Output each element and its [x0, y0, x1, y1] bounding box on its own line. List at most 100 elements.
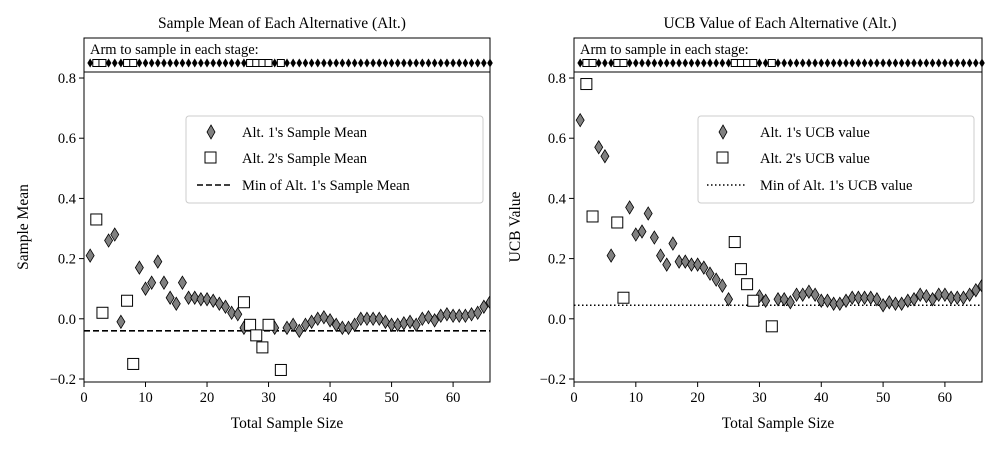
right-alt1-point — [594, 139, 604, 155]
right-strip-arm1-marker — [639, 58, 645, 68]
right-alt1-point — [847, 290, 857, 305]
right-strip-arm1-marker — [818, 58, 825, 68]
left-alt2-point — [127, 357, 140, 370]
right-strip-arm1-marker — [867, 58, 874, 68]
left-strip-arm1-marker — [388, 58, 395, 68]
right-strip-arm1-marker — [954, 58, 961, 68]
left-strip-arm1-marker — [185, 58, 192, 68]
right-alt1-point — [705, 266, 715, 281]
right-alt1-point — [946, 290, 956, 305]
right-alt2-point — [765, 320, 778, 333]
right-alt1-point — [915, 287, 925, 302]
right-strip-arm1-marker — [713, 58, 720, 68]
right-alt1-point — [934, 287, 944, 302]
right-alt2-point — [586, 210, 599, 223]
left-strip-arm1-marker — [210, 58, 217, 68]
right-alt1-point — [785, 294, 795, 310]
left-legend-series1: Alt. 1's Sample Mean — [242, 125, 368, 141]
left-strip-arm1-marker — [148, 58, 155, 68]
left-alt2-point — [96, 306, 109, 319]
left-strip-arm1-marker — [302, 58, 309, 68]
left-alt1-point — [325, 313, 335, 328]
left-strip-arm1-marker — [407, 58, 413, 68]
right-alt1-point — [643, 206, 653, 221]
legend-square-marker — [204, 151, 217, 164]
right-alt2-point — [728, 236, 741, 249]
left-strip-arm2-marker — [276, 59, 285, 67]
left-ytick-label: 0.2 — [58, 252, 76, 268]
right-alt1-point — [674, 254, 684, 269]
left-strip-arm1-marker — [462, 58, 469, 68]
right-alt1-point — [816, 293, 826, 309]
right-alt1-point — [909, 291, 919, 307]
right-strip-arm1-marker — [645, 58, 652, 68]
right-strip-arm1-marker — [948, 58, 954, 68]
right-legend-min-line: Min of Alt. 1's UCB value — [760, 178, 912, 194]
right-alt1-point — [977, 278, 982, 293]
right-strip-arm1-marker — [861, 58, 868, 68]
right-ytick-label: −0.2 — [540, 372, 566, 388]
right-strip-arm1-marker — [849, 58, 856, 68]
right-strip-arm1-marker — [966, 58, 973, 68]
left-strip-arm1-marker — [376, 58, 383, 68]
right-ytick-label: 0.8 — [548, 71, 566, 87]
left-alt1-point — [221, 299, 230, 315]
left-alt1-point — [190, 290, 200, 305]
left-strip-arm1-marker — [364, 58, 370, 68]
left-strip-arm1-marker — [136, 58, 143, 68]
right-strip-arm1-marker — [806, 58, 812, 68]
left-strip-arm1-marker — [474, 58, 481, 68]
right-strip-arm1-marker — [756, 58, 763, 68]
right-strip-arm1-marker — [682, 58, 689, 68]
right-strip-arm1-marker — [830, 58, 837, 68]
left-alt1-point — [350, 317, 360, 333]
right-strip-arm1-marker — [626, 58, 633, 68]
left-alt1-point — [184, 290, 194, 305]
left-legend-series2: Alt. 2's Sample Mean — [242, 151, 368, 167]
left-alt1-point — [165, 290, 175, 305]
right-alt1-point — [680, 254, 690, 269]
right-strip-arm1-marker — [707, 58, 713, 68]
right-alt1-point — [779, 291, 789, 307]
right-alt1-point — [717, 278, 727, 293]
left-strip-arm1-marker — [111, 58, 118, 68]
left-alt2-point — [274, 363, 287, 376]
right-strip-arm2-marker — [749, 59, 758, 67]
left-alt1-point — [159, 275, 169, 290]
right-ytick-label: 0.6 — [548, 131, 566, 147]
left-strip-arm1-marker — [431, 58, 438, 68]
right-xtick-label: 10 — [629, 390, 644, 406]
left-strip-arm1-marker — [450, 58, 456, 68]
left-strip-arm1-marker — [154, 58, 161, 68]
left-alt1-point — [331, 317, 341, 333]
left-strip-arm2-marker — [264, 59, 273, 67]
right-strip-arm1-marker — [929, 58, 936, 68]
left-alt1-point — [288, 317, 298, 333]
left-alt1-point — [208, 293, 218, 309]
left-strip-arm1-marker — [487, 58, 493, 68]
left-strip-arm1-marker — [444, 58, 450, 68]
left-strip-arm1-marker — [481, 58, 487, 68]
left-strip-arm1-marker — [271, 58, 278, 68]
right-strip-arm1-marker — [688, 58, 695, 68]
right-alt2-point — [747, 294, 760, 307]
right-strip-arm1-marker — [892, 58, 899, 68]
left-alt1-point — [411, 317, 421, 333]
right-alt1-point — [829, 296, 839, 312]
left-alt2-point — [237, 296, 250, 309]
left-alt1-point — [227, 305, 237, 321]
left-alt1-point — [337, 320, 347, 336]
right-strip-arm1-marker — [855, 58, 862, 68]
right-alt1-point — [860, 290, 870, 305]
legend-diamond-marker — [206, 124, 216, 140]
left-strip-arm1-marker — [419, 58, 426, 68]
right-strip-arm1-marker — [719, 58, 726, 68]
right-xtick-label: 50 — [876, 390, 891, 406]
left-xtick-label: 40 — [323, 390, 338, 406]
left-panel-sample-mean: Sample Mean of Each Alternative (Alt.) A… — [15, 15, 493, 432]
left-strip-arm1-marker — [142, 58, 149, 68]
right-alt1-point — [724, 291, 734, 307]
right-strip-arm1-marker — [799, 58, 806, 68]
left-ytick-label: 0.0 — [58, 312, 76, 328]
left-alt1-point — [442, 307, 452, 322]
